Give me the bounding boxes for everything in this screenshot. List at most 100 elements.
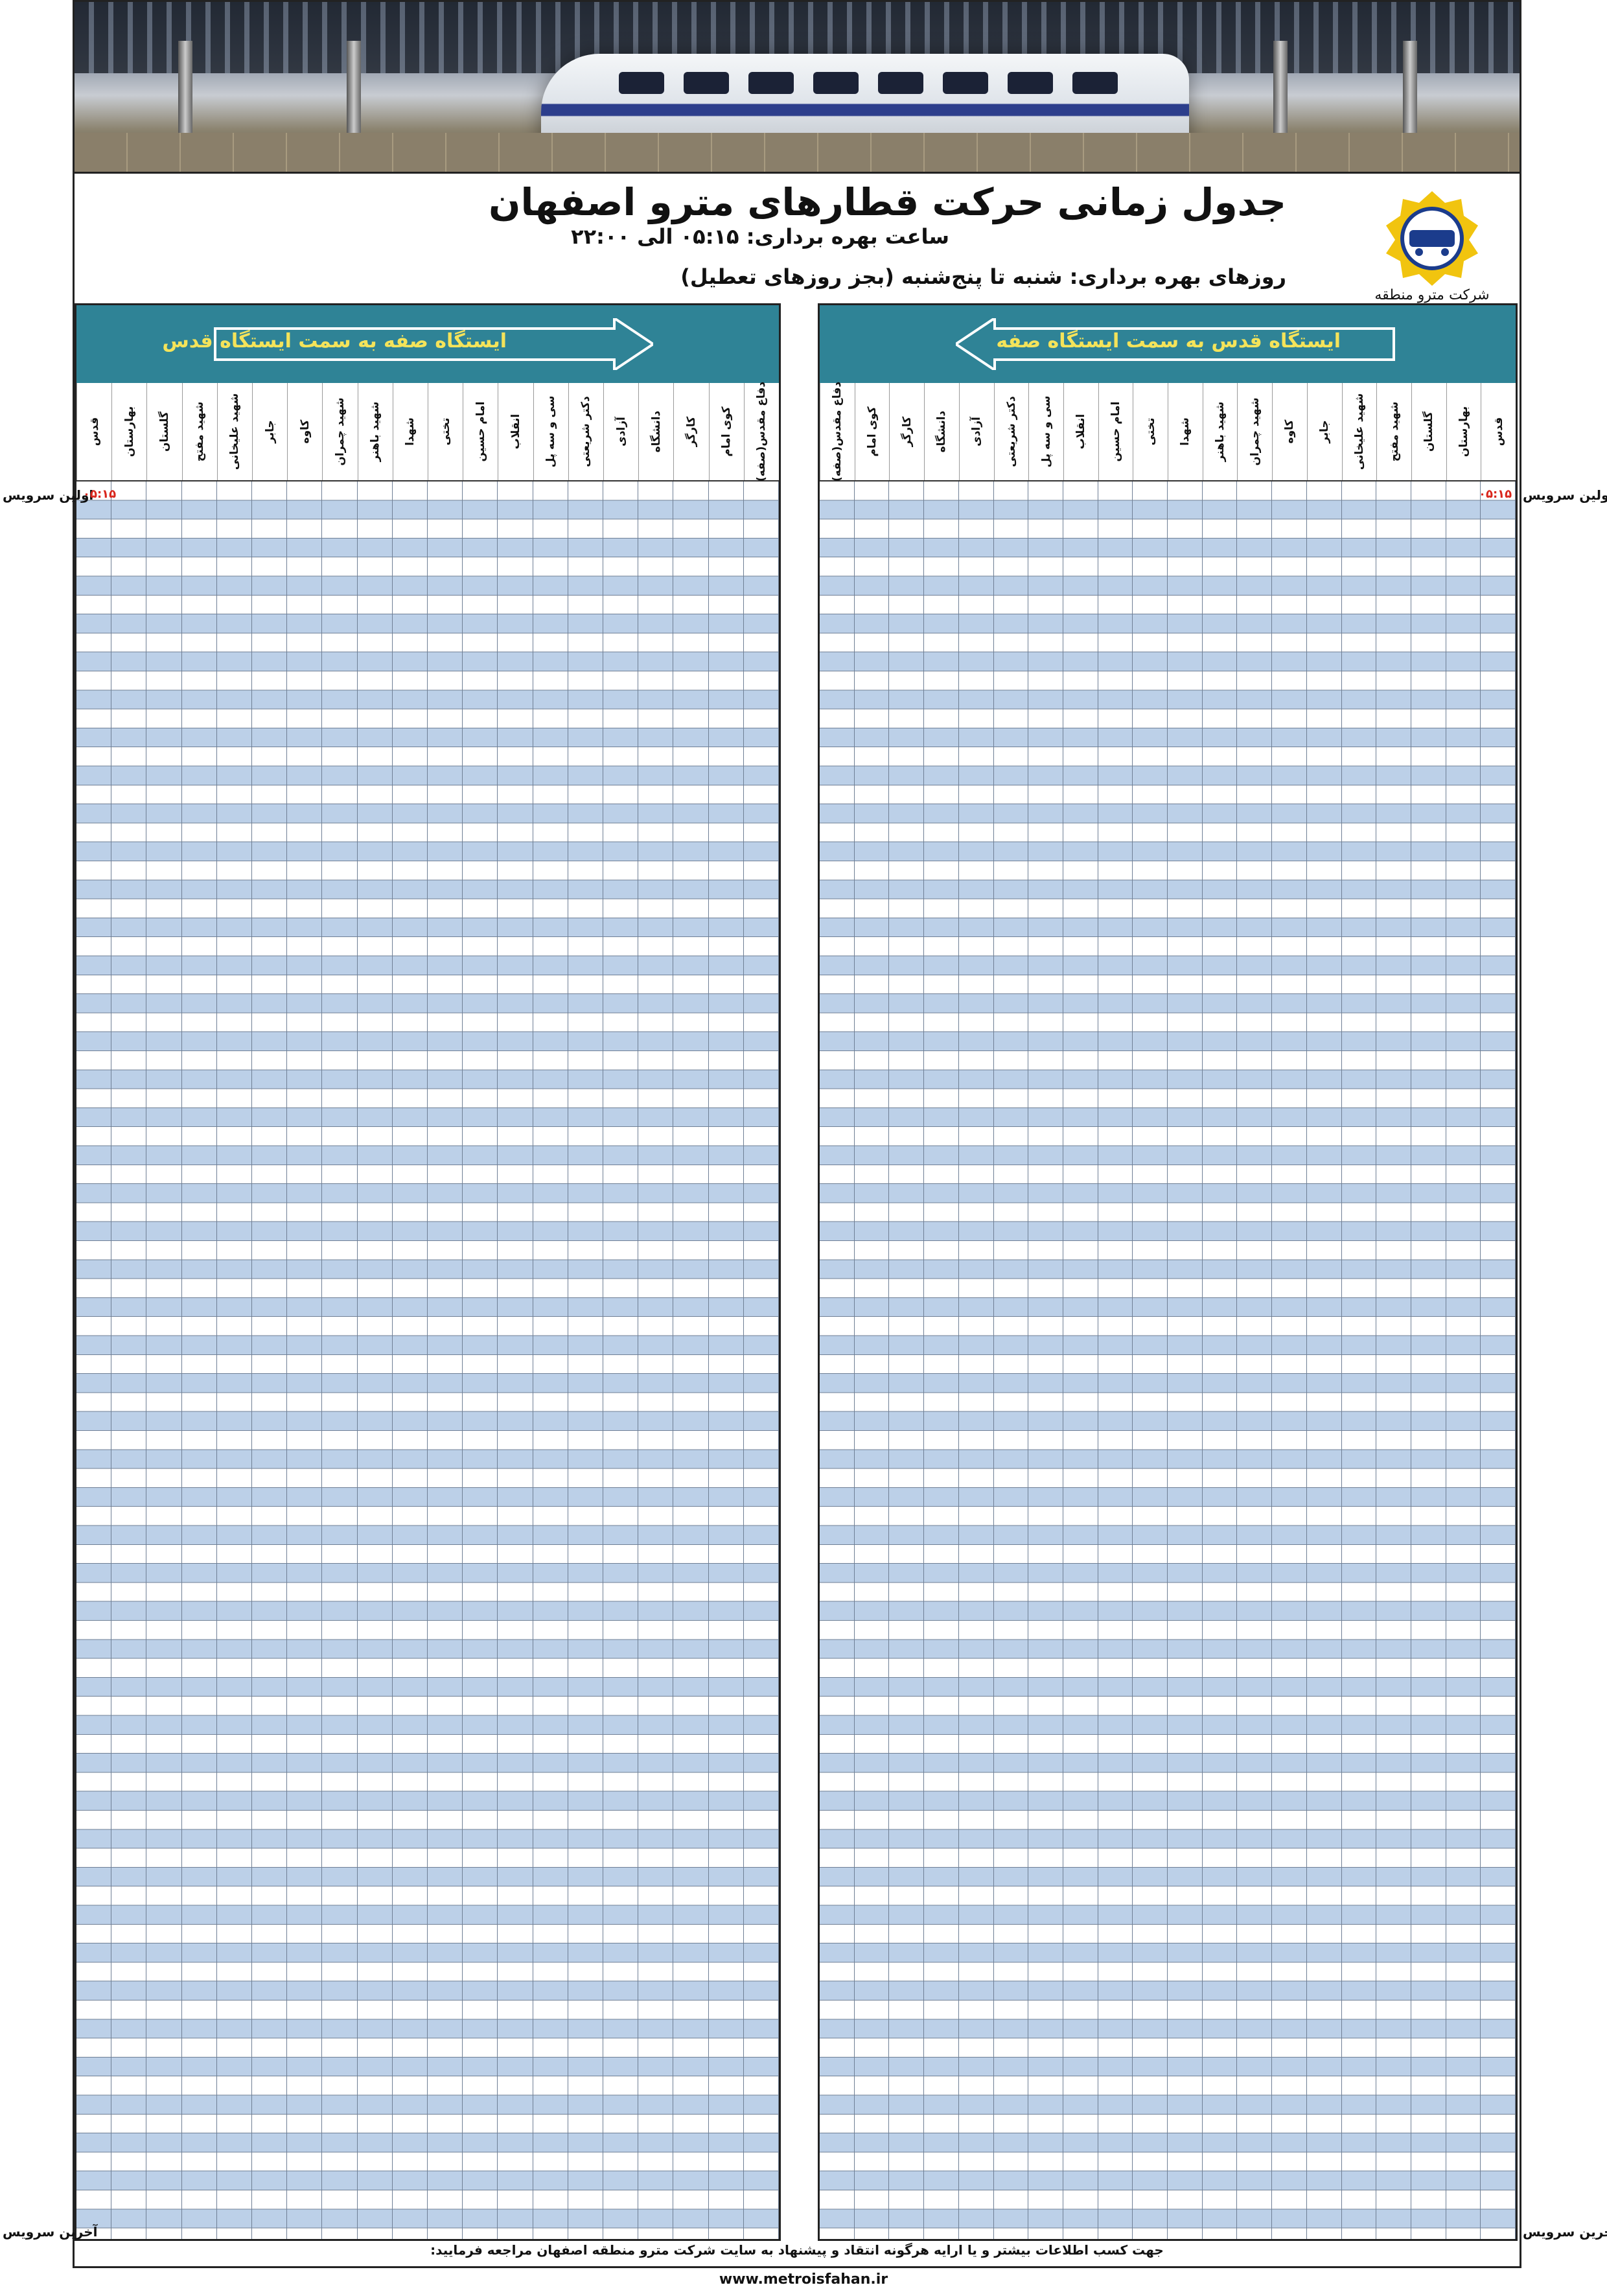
station-header: شهید چمران (322, 383, 357, 480)
station-name: شهید علیخانی (228, 393, 242, 470)
arrow-right-icon (214, 318, 653, 370)
direction-bar: ایستگاه صفه به سمت ایستگاه قدس (76, 305, 779, 383)
station-name: دفاع مقدس(صفه) (831, 381, 844, 482)
header: جدول زمانی حرکت قطارهای مترو اصفهان ساعت… (75, 172, 1520, 319)
station-header: آزادی (603, 383, 638, 480)
station-header: دفاع مقدس(صفه) (743, 381, 779, 482)
station-name: قدس (1492, 417, 1505, 446)
first-departure-time: ۰۵:۱۵ (1479, 487, 1512, 501)
station-header: امام حسین (463, 383, 498, 480)
station-header: گلستان (146, 383, 181, 480)
footer: جهت کسب اطلاعات بیشتر و یا ارایه هرگونه … (75, 2242, 1520, 2268)
station-header: شهید چمران (1237, 383, 1272, 480)
station-name: انقلاب (1074, 413, 1088, 450)
station-header: گلستان (1411, 383, 1446, 480)
station-header: کارگر (673, 383, 708, 480)
operating-hours: ساعت بهره برداری: ۰۵:۱۵ الی ۲۲:۰۰ (571, 224, 949, 249)
station-header: آزادی (958, 383, 994, 480)
station-header: بهارستان (111, 383, 146, 480)
station-header: شهدا (392, 383, 428, 480)
station-name: شهید مفتح (193, 401, 207, 462)
station-name: امام حسین (474, 401, 487, 462)
station-header: کاوه (1272, 383, 1307, 480)
arrow-left-icon (956, 318, 1395, 370)
station-name: کوی امام (866, 406, 879, 457)
station-header: شهید مفتح (181, 383, 217, 480)
station-header-row: دفاع مقدس(صفه) کوی امام کارگر دانشگاه آزادی د… (76, 381, 779, 482)
station-header: دانشگاه (924, 383, 959, 480)
station-name: کاوه (298, 419, 312, 444)
station-name: سی و سه پل (1039, 395, 1053, 468)
station-name: انقلاب (509, 413, 523, 450)
station-header: قدس (1481, 383, 1516, 480)
station-header: تختی (428, 383, 463, 480)
station-header: جابر (1306, 383, 1342, 480)
station-header: انقلاب (498, 383, 533, 480)
page-frame (73, 0, 1521, 2268)
station-header: شهید مفتح (1376, 383, 1411, 480)
station-header: تختی (1133, 383, 1168, 480)
station-name: بهارستان (1457, 406, 1470, 458)
last-service-label: آخرین سرویس (3, 2224, 98, 2240)
station-name: گلستان (1422, 412, 1436, 452)
station-name: دکتر شریعتی (579, 396, 593, 467)
station-name: بهارستان (122, 406, 136, 458)
station-header: شهید علیخانی (1341, 383, 1377, 480)
station-name: جابر (263, 420, 277, 443)
station-header: شهید علیخانی (216, 383, 252, 480)
station-header-row: قدس بهارستان گلستان شهید مفتح شهید علیخانی جا… (820, 381, 1516, 482)
station-name: کاوه (1283, 419, 1297, 444)
station-header: سی و سه پل (533, 383, 568, 480)
station-header: دفاع مقدس(صفه) (820, 381, 855, 482)
first-service-label: اولین سرویس (1523, 487, 1607, 503)
station-name: دفاع مقدس(صفه) (755, 381, 769, 482)
website-link[interactable]: www.metroisfahan.ir (719, 2271, 888, 2288)
station-header: سی و سه پل (1028, 383, 1063, 480)
station-header: جابر (252, 383, 287, 480)
timetable-qods-to-sofeh: ایستگاه قدس به سمت ایستگاه صفه قدس بهارست… (818, 303, 1518, 2241)
station-name: کوی امام (720, 406, 734, 457)
station-name: شهید باهنر (369, 401, 382, 462)
direction-label: ایستگاه قدس به سمت ایستگاه صفه (996, 330, 1341, 353)
station-header: کاوه (287, 383, 322, 480)
station-header: امام حسین (1098, 383, 1133, 480)
station-name: جابر (1318, 420, 1332, 443)
station-name: شهید باهنر (1214, 401, 1227, 462)
direction-bar: ایستگاه قدس به سمت ایستگاه صفه (820, 305, 1516, 383)
station-name: سی و سه پل (544, 395, 558, 468)
metro-photo-banner (75, 2, 1520, 172)
station-name: شهید چمران (1248, 397, 1262, 466)
station-header: دانشگاه (638, 383, 673, 480)
first-service-label: اولین سرویس (3, 487, 94, 503)
station-name: گلستان (158, 412, 172, 452)
timetable-sofeh-to-qods: ایستگاه صفه به سمت ایستگاه قدس دفاع مقدس… (75, 303, 781, 2241)
times-grid (820, 481, 1516, 2239)
station-name: دانشگاه (649, 410, 663, 453)
station-name: شهید مفتح (1387, 401, 1401, 462)
station-header: قدس (76, 383, 111, 480)
direction-label: ایستگاه صفه به سمت ایستگاه قدس (162, 330, 507, 353)
station-name: تختی (1144, 417, 1157, 446)
station-name: آزادی (614, 417, 628, 446)
station-header: انقلاب (1063, 383, 1098, 480)
station-name: دکتر شریعتی (1004, 396, 1018, 467)
page-title: جدول زمانی حرکت قطارهای مترو اصفهان (489, 180, 1286, 224)
first-departure-time: ۰۵:۱۵ (83, 487, 117, 501)
station-header: کارگر (889, 383, 924, 480)
station-header: دکتر شریعتی (568, 383, 603, 480)
metro-logo-icon (1386, 191, 1478, 286)
station-name: کارگر (685, 416, 699, 447)
station-name: شهید چمران (334, 397, 347, 466)
station-name: کارگر (900, 416, 914, 447)
station-name: تختی (439, 417, 452, 446)
station-header: شهدا (1168, 383, 1203, 480)
station-header: کوی امام (708, 383, 744, 480)
station-name: قدس (87, 417, 101, 446)
station-name: شهدا (404, 417, 417, 446)
station-header: دکتر شریعتی (993, 383, 1029, 480)
station-header: شهید باهنر (357, 383, 393, 480)
times-grid (76, 481, 779, 2239)
station-name: آزادی (970, 417, 984, 446)
station-header: بهارستان (1446, 383, 1481, 480)
operating-days: روزهای بهره برداری: شنبه تا پنج‌شنبه (بج… (680, 264, 1286, 289)
